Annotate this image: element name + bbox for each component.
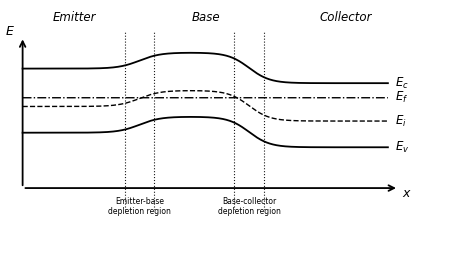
Text: Collector: Collector bbox=[319, 10, 372, 24]
Text: $E_i$: $E_i$ bbox=[395, 113, 407, 129]
Text: x: x bbox=[402, 187, 410, 200]
Text: $E_f$: $E_f$ bbox=[395, 90, 409, 105]
Text: E: E bbox=[6, 25, 14, 38]
Text: Emitter-base
depletion region: Emitter-base depletion region bbox=[108, 197, 171, 216]
Text: $E_v$: $E_v$ bbox=[395, 140, 410, 155]
Text: Base-collector
depletion region: Base-collector depletion region bbox=[218, 197, 281, 216]
Text: Base: Base bbox=[192, 10, 220, 24]
Text: $E_c$: $E_c$ bbox=[395, 76, 409, 91]
Text: Emitter: Emitter bbox=[53, 10, 96, 24]
